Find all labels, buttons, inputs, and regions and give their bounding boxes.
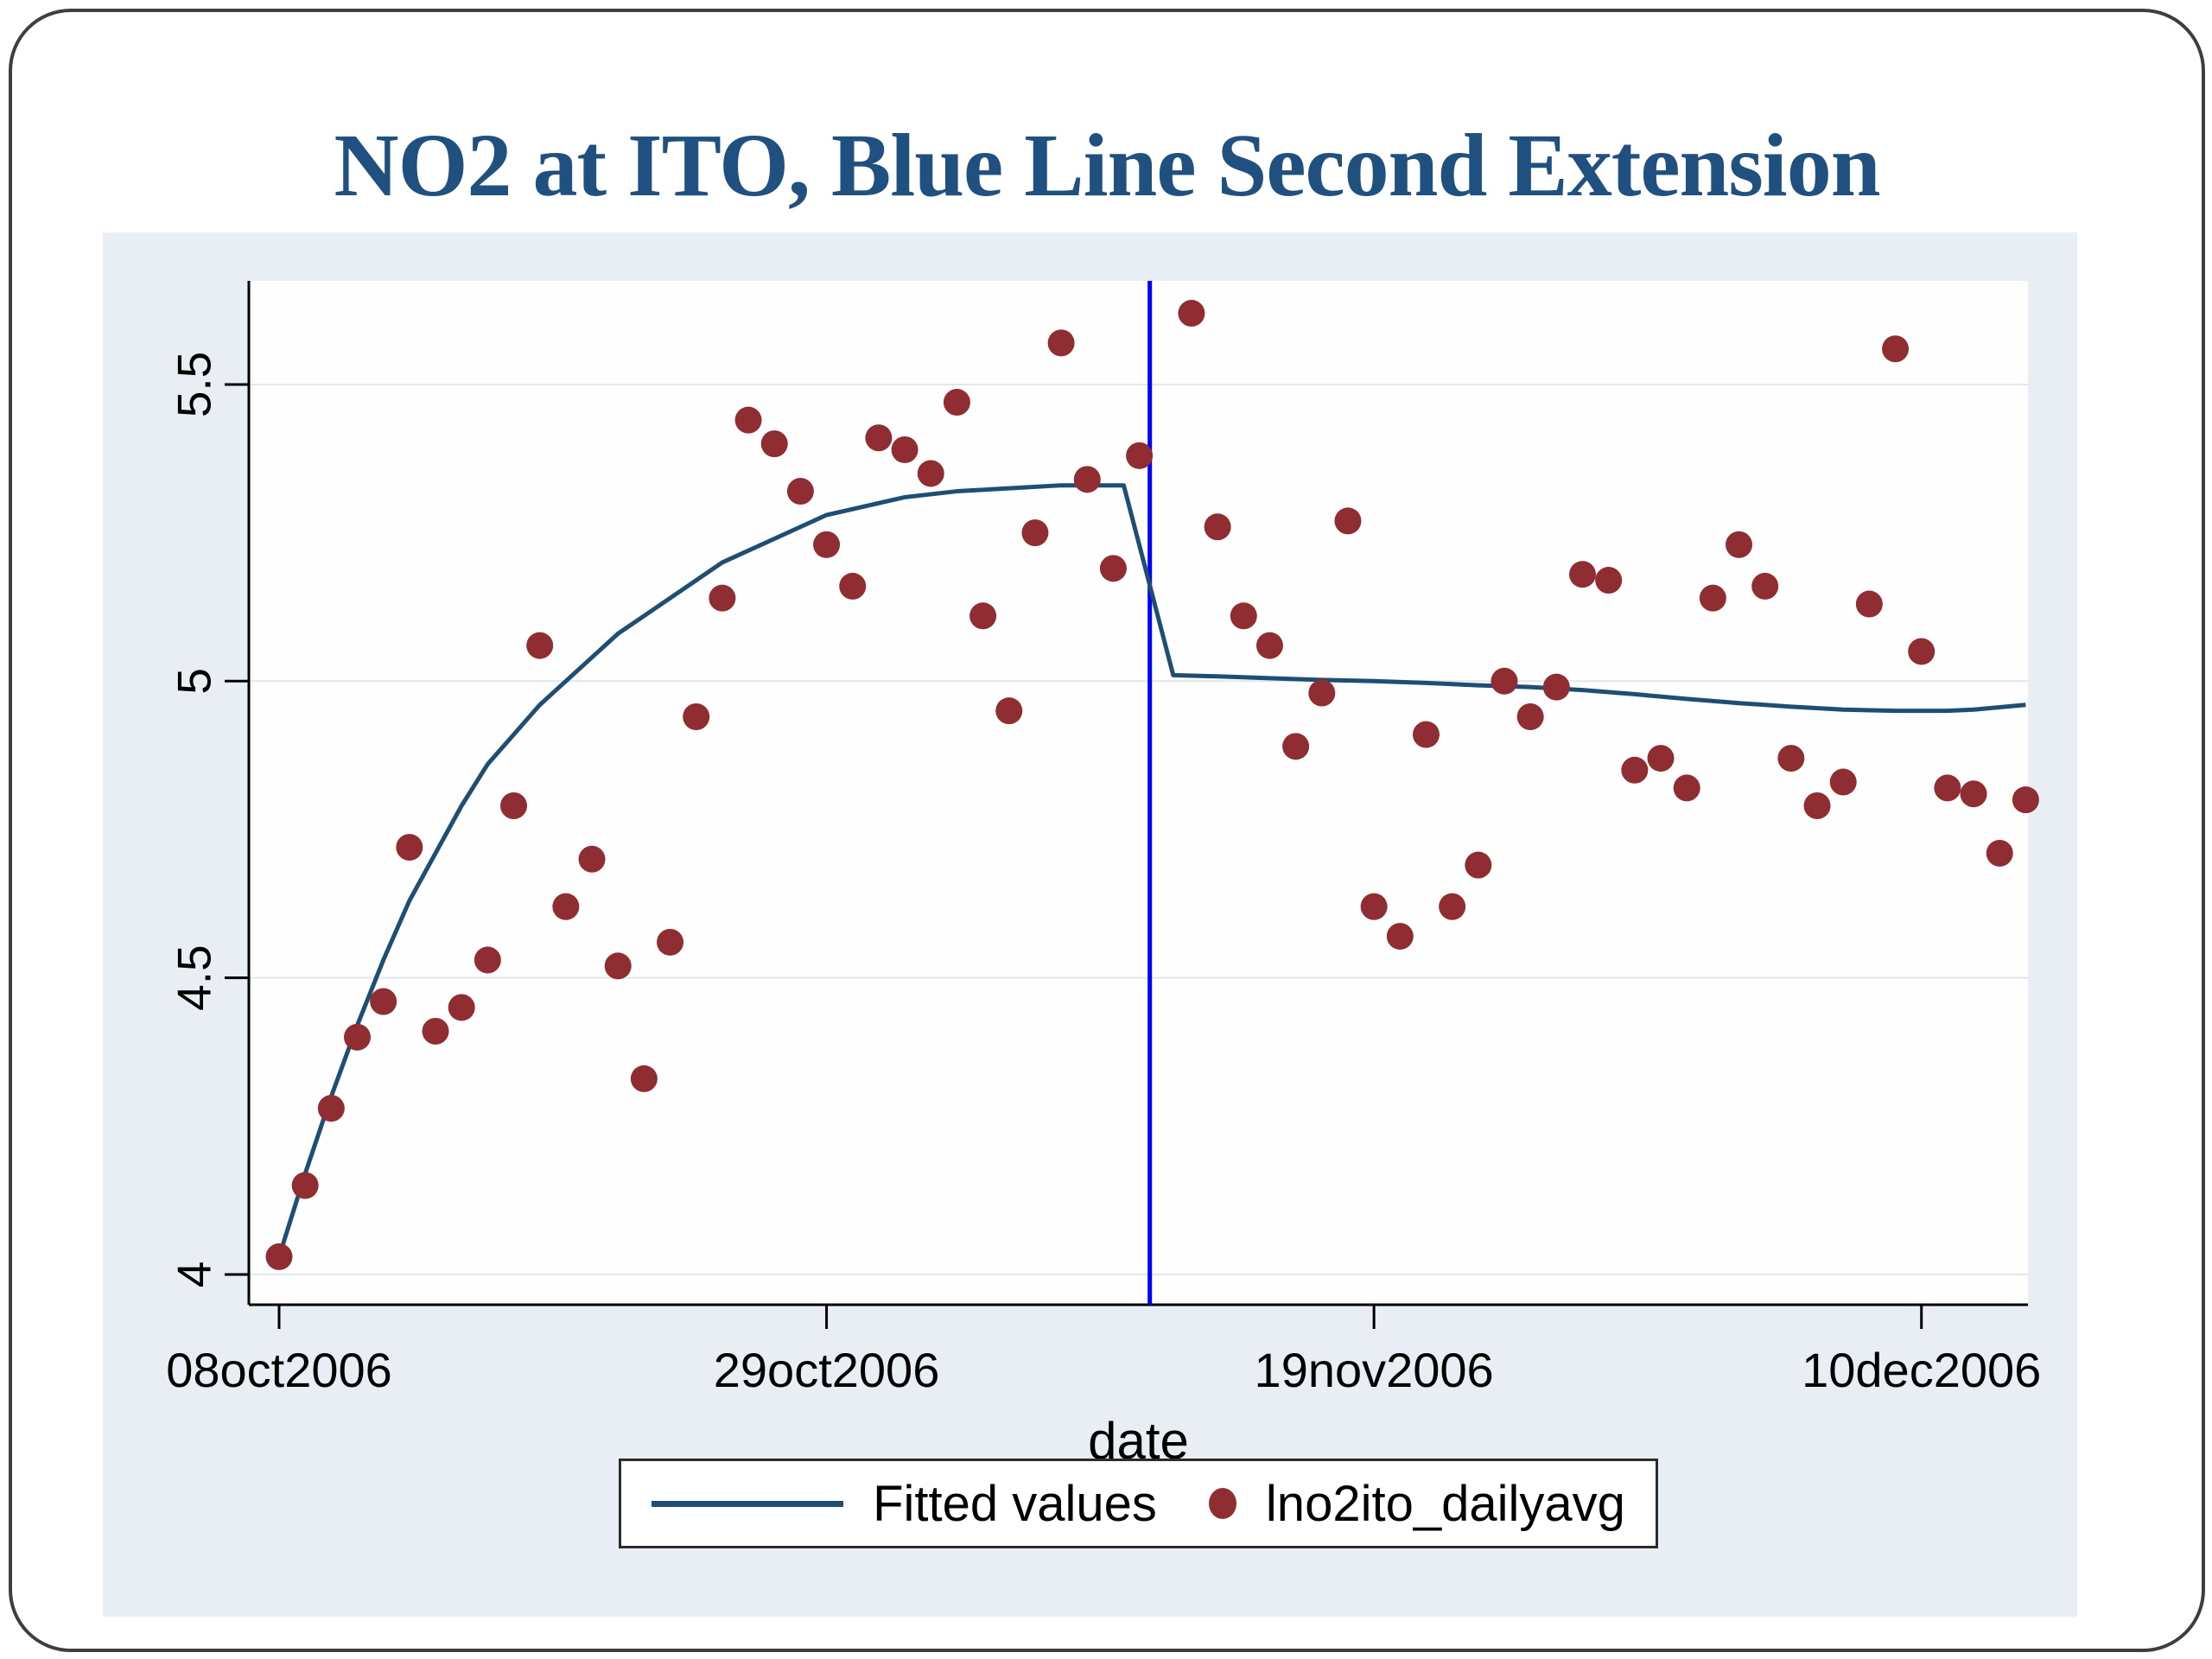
data-point-01dec2006 [1673, 774, 1700, 802]
chart-title: NO2 at ITO, Blue Line Second Extension [334, 116, 1880, 215]
xtick-label-08oct2006: 08oct2006 [166, 1343, 392, 1397]
data-point-09oct2006 [291, 1172, 319, 1199]
slide-card: NO2 at ITO, Blue Line Second Extension 4… [9, 9, 2205, 1652]
data-point-02nov2006 [917, 460, 944, 487]
legend-item-fitted-values: Fitted values [652, 1475, 1157, 1533]
data-point-12oct2006 [370, 988, 397, 1015]
data-point-13dec2006 [1986, 839, 2013, 867]
data-point-18oct2006 [526, 632, 554, 659]
data-point-29nov2006 [1621, 756, 1649, 784]
xtick-label-10dec2006: 10dec2006 [1802, 1343, 2041, 1397]
data-point-11dec2006 [1934, 774, 1961, 802]
data-point-17oct2006 [500, 792, 528, 820]
data-point-04dec2006 [1751, 572, 1779, 600]
data-point-19oct2006 [552, 893, 580, 920]
data-point-12nov2006 [1178, 300, 1205, 327]
data-point-02dec2006 [1699, 584, 1726, 612]
data-point-14nov2006 [1230, 602, 1257, 630]
legend-label-lno2ito-dailyavg: lno2ito_dailyavg [1265, 1475, 1625, 1532]
data-point-18nov2006 [1334, 507, 1362, 535]
data-point-16oct2006 [474, 946, 501, 974]
data-point-09dec2006 [1882, 335, 1910, 363]
data-point-24nov2006 [1491, 667, 1518, 695]
data-point-07dec2006 [1829, 768, 1857, 796]
data-point-14oct2006 [422, 1017, 449, 1045]
data-point-13oct2006 [396, 834, 423, 861]
data-point-22oct2006 [630, 1065, 658, 1092]
data-point-30nov2006 [1647, 745, 1675, 772]
legend-item-lno2ito-dailyavg: lno2ito_dailyavg [1208, 1475, 1625, 1533]
data-point-28oct2006 [786, 478, 814, 505]
ytick-label-4: 4 [168, 1262, 221, 1288]
fitted-line-swatch [652, 1500, 844, 1507]
data-point-19nov2006 [1360, 893, 1388, 920]
data-point-08oct2006 [265, 1243, 293, 1270]
data-point-05nov2006 [995, 697, 1023, 725]
data-point-15nov2006 [1255, 632, 1283, 659]
fitted-values-line [276, 483, 2026, 1258]
data-point-27nov2006 [1569, 561, 1596, 588]
data-point-12dec2006 [1960, 780, 1987, 808]
data-point-10dec2006 [1908, 638, 1936, 665]
data-point-16nov2006 [1282, 733, 1310, 760]
data-point-06nov2006 [1021, 519, 1049, 547]
data-point-27oct2006 [760, 430, 788, 458]
data-point-28nov2006 [1595, 567, 1623, 594]
data-point-09nov2006 [1099, 555, 1127, 582]
data-point-06dec2006 [1803, 792, 1831, 820]
figure-panel: 4 4.5 5 5.5 08oct2006 29oct2006 19nov2006 10dec… [103, 232, 2077, 1617]
data-point-29oct2006 [813, 531, 841, 558]
xtick-label-19nov2006: 19nov2006 [1255, 1343, 1494, 1397]
data-point-21nov2006 [1412, 721, 1440, 748]
data-point-03dec2006 [1726, 531, 1753, 558]
xtick-label-29oct2006: 29oct2006 [714, 1343, 940, 1397]
data-point-20nov2006 [1386, 923, 1414, 950]
data-point-14dec2006 [2012, 786, 2039, 814]
data-point-23nov2006 [1465, 851, 1492, 879]
data-point-24oct2006 [683, 703, 710, 731]
scatter-marker-swatch [1208, 1488, 1236, 1519]
data-point-31oct2006 [865, 424, 893, 452]
data-point-11oct2006 [344, 1023, 372, 1051]
ytick-label-5: 5 [168, 668, 221, 695]
data-point-26nov2006 [1542, 673, 1570, 701]
data-point-23oct2006 [657, 928, 684, 956]
data-point-10nov2006 [1126, 442, 1154, 469]
data-point-25oct2006 [709, 584, 736, 612]
legend-label-fitted-values: Fitted values [873, 1475, 1157, 1532]
data-point-01nov2006 [891, 435, 918, 463]
data-point-30oct2006 [839, 572, 867, 600]
data-point-17nov2006 [1308, 679, 1336, 707]
legend: Fitted values lno2ito_dailyavg [619, 1459, 1658, 1548]
data-point-15oct2006 [448, 994, 475, 1021]
data-point-05dec2006 [1777, 745, 1805, 772]
data-point-22nov2006 [1439, 893, 1466, 920]
data-point-10oct2006 [317, 1095, 345, 1122]
data-point-04nov2006 [969, 602, 997, 630]
data-point-26oct2006 [734, 406, 762, 434]
ytick-label-4.5: 4.5 [168, 944, 221, 1010]
data-point-21oct2006 [604, 952, 632, 980]
data-point-13nov2006 [1204, 513, 1231, 541]
data-point-03nov2006 [943, 389, 970, 416]
data-point-25nov2006 [1516, 703, 1544, 731]
data-point-20oct2006 [578, 845, 606, 873]
chart-plot-area: 4 4.5 5 5.5 08oct2006 29oct2006 19nov2006 10dec… [166, 281, 2041, 1470]
data-point-07nov2006 [1047, 329, 1075, 357]
ytick-label-5.5: 5.5 [168, 352, 221, 417]
data-point-08nov2006 [1073, 466, 1101, 493]
data-point-08dec2006 [1855, 590, 1883, 618]
